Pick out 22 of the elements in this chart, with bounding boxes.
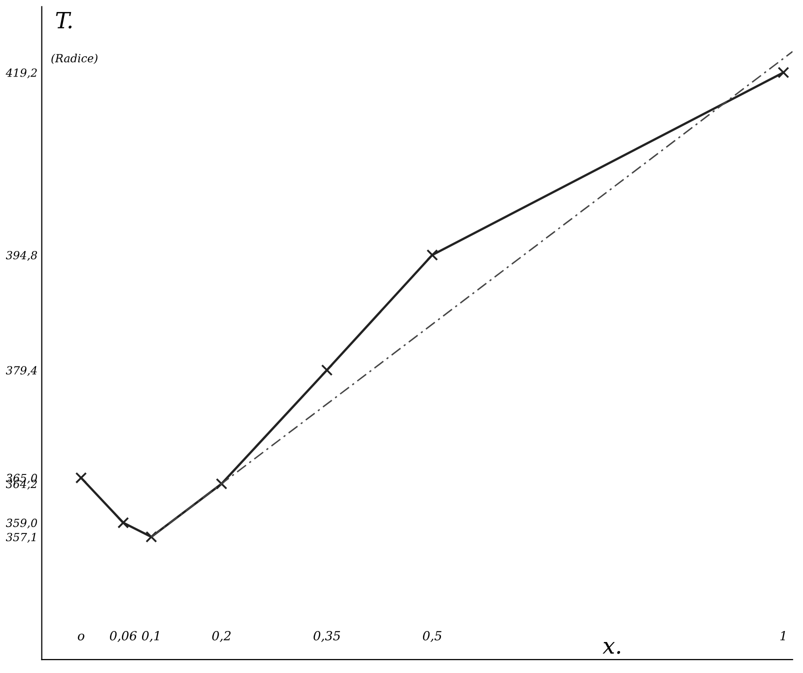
- x-tick-label: 0,06: [110, 630, 137, 642]
- y-tick-label: 359,0: [6, 518, 38, 528]
- point: [778, 66, 790, 78]
- x-tick-label: 1: [780, 630, 785, 640]
- point: [146, 531, 158, 543]
- annotation: (Radice): [51, 54, 98, 64]
- point: [321, 364, 333, 376]
- x-tick-label: 0,35: [314, 630, 340, 642]
- x-tick-label: 0,1: [142, 630, 159, 642]
- x-tick-label: 0,5: [422, 630, 442, 642]
- y-tick-label: 394,8: [6, 250, 38, 261]
- y-tick-label: 379,4: [6, 366, 37, 376]
- point: [216, 478, 228, 490]
- x-tick-label: 0,2: [212, 630, 231, 642]
- y-tick-label: 357,1: [6, 532, 36, 543]
- x-tick-label: o: [78, 634, 84, 640]
- point: [426, 249, 438, 261]
- point: [75, 472, 87, 484]
- point: [117, 516, 129, 528]
- x-axis-title: x.: [602, 642, 620, 654]
- y-axis-title: T.: [56, 12, 72, 29]
- y-tick-label: 419,2: [6, 68, 37, 78]
